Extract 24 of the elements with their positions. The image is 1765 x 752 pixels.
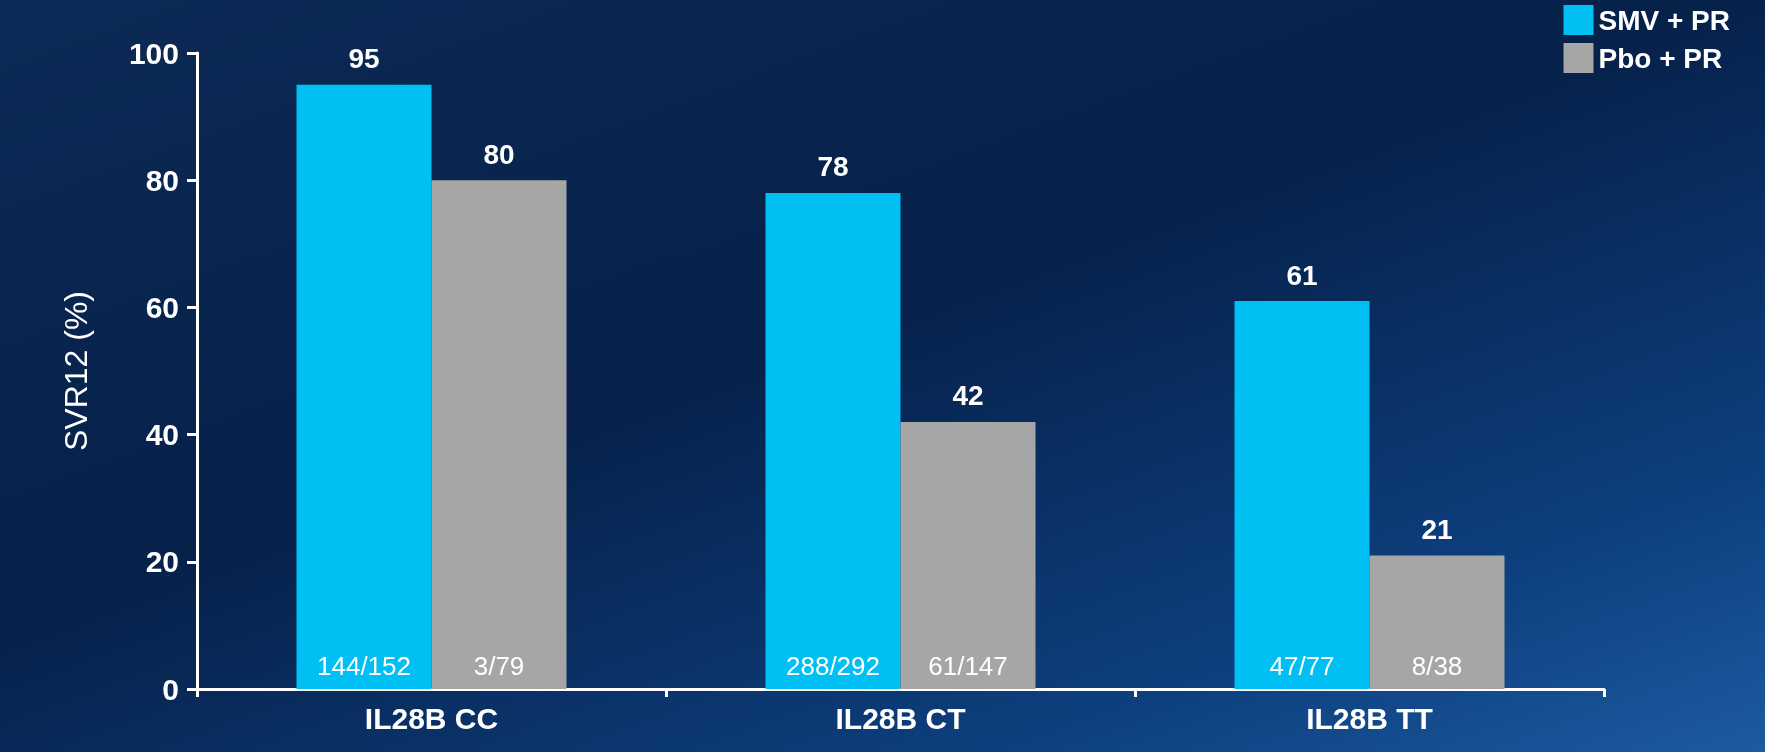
y-tick-label: 40 [145,418,179,452]
data-label: 61 [1286,259,1318,291]
data-label: 42 [952,380,984,412]
y-tick-label: 80 [145,163,179,197]
data-label: 80 [483,138,515,170]
y-axis-title: SVR12 (%) [58,290,94,452]
annotation: 288/292 [786,651,880,681]
annotation: 3/79 [473,651,525,681]
data-label: 21 [1421,513,1453,545]
annotation: 8/38 [1411,651,1463,681]
annotation: 144/152 [317,651,411,681]
legend-label: SMV + PR [1598,4,1730,36]
y-tick-label: 100 [128,36,179,70]
legend-label: Pbo + PR [1598,42,1723,74]
data-label: 78 [817,151,849,183]
annotation: 47/77 [1269,651,1335,681]
y-tick-label: 0 [162,672,179,706]
x-tick-label: IL28B CT [835,701,966,735]
y-tick-label: 20 [145,545,179,579]
data-label: 95 [348,43,380,75]
annotation: 61/147 [928,651,1008,681]
x-tick-label: IL28B CC [364,701,499,735]
x-tick-label: IL28B TT [1306,701,1433,735]
y-tick-label: 60 [145,290,179,324]
